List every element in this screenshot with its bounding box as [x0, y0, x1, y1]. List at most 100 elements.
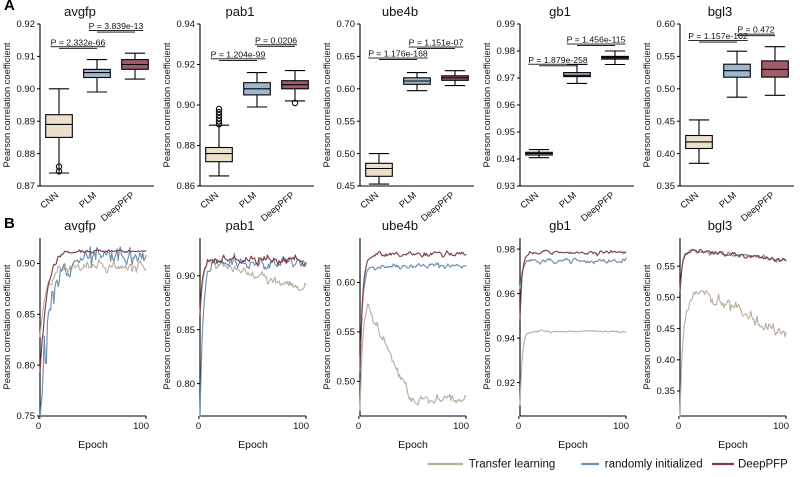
svg-text:0.70: 0.70	[337, 19, 356, 30]
svg-text:0.60: 0.60	[337, 278, 356, 289]
svg-text:0: 0	[356, 421, 361, 432]
svg-text:0.75: 0.75	[17, 411, 36, 422]
svg-text:0.99: 0.99	[497, 19, 516, 30]
svg-text:0.90: 0.90	[17, 259, 36, 270]
svg-text:0.55: 0.55	[657, 261, 676, 272]
svg-text:100: 100	[133, 421, 149, 432]
svg-text:avgfp: avgfp	[64, 4, 96, 19]
svg-text:PLM: PLM	[77, 190, 98, 210]
svg-text:bgl3: bgl3	[708, 218, 733, 233]
svg-text:0.80: 0.80	[17, 360, 36, 371]
svg-text:0.87: 0.87	[17, 181, 36, 192]
svg-text:0.55: 0.55	[337, 327, 356, 338]
svg-text:0.40: 0.40	[657, 355, 676, 366]
svg-text:0.90: 0.90	[177, 271, 196, 282]
svg-text:P = 2.332e-66: P = 2.332e-66	[51, 37, 106, 47]
svg-text:Pearson correlation coefficien: Pearson correlation coefficient	[322, 42, 332, 167]
svg-text:Pearson correlation coefficien: Pearson correlation coefficient	[482, 264, 492, 389]
svg-text:0: 0	[196, 421, 201, 432]
svg-text:0.98: 0.98	[497, 46, 516, 57]
svg-text:P = 1.879e-258: P = 1.879e-258	[528, 55, 588, 65]
svg-text:0.92: 0.92	[497, 378, 516, 389]
svg-text:0.45: 0.45	[657, 116, 676, 127]
svg-text:0.94: 0.94	[497, 333, 516, 344]
svg-text:0.40: 0.40	[657, 149, 676, 160]
svg-text:gb1: gb1	[549, 218, 571, 233]
svg-text:100: 100	[293, 421, 309, 432]
svg-text:Pearson correlation coefficien: Pearson correlation coefficient	[2, 42, 12, 167]
svg-text:0.88: 0.88	[17, 149, 36, 160]
svg-text:avgfp: avgfp	[64, 218, 96, 233]
svg-text:0.94: 0.94	[177, 19, 196, 30]
svg-text:0.60: 0.60	[657, 19, 676, 30]
svg-text:0.85: 0.85	[177, 325, 196, 336]
svg-text:Pearson correlation coefficien: Pearson correlation coefficient	[642, 42, 652, 167]
svg-text:Pearson correlation coefficien: Pearson correlation coefficient	[2, 264, 12, 389]
svg-text:Epoch: Epoch	[718, 439, 748, 451]
svg-text:pab1: pab1	[226, 218, 255, 233]
svg-text:100: 100	[613, 421, 629, 432]
svg-text:100: 100	[773, 421, 789, 432]
svg-text:gb1: gb1	[549, 4, 571, 19]
svg-text:0.92: 0.92	[17, 19, 36, 30]
svg-text:0.60: 0.60	[337, 84, 356, 95]
svg-text:0.45: 0.45	[657, 324, 676, 335]
svg-text:Epoch: Epoch	[78, 439, 108, 451]
svg-text:P = 0.472: P = 0.472	[737, 25, 774, 35]
svg-text:P = 1.151e-07: P = 1.151e-07	[409, 38, 464, 48]
svg-text:0: 0	[516, 421, 521, 432]
svg-text:0.65: 0.65	[337, 52, 356, 63]
svg-text:0: 0	[676, 421, 681, 432]
svg-text:0.50: 0.50	[657, 293, 676, 304]
svg-text:0.96: 0.96	[497, 100, 516, 111]
svg-text:CNN: CNN	[358, 190, 380, 211]
svg-text:0.85: 0.85	[17, 310, 36, 321]
svg-text:0.50: 0.50	[337, 377, 356, 388]
svg-text:P = 1.204e-99: P = 1.204e-99	[211, 49, 266, 59]
svg-text:P = 1.456e-115: P = 1.456e-115	[567, 35, 626, 45]
svg-text:ube4b: ube4b	[382, 4, 418, 19]
svg-text:0.86: 0.86	[177, 181, 196, 192]
svg-text:0.88: 0.88	[177, 141, 196, 152]
svg-text:CNN: CNN	[38, 190, 60, 211]
svg-text:Pearson correlation coefficien: Pearson correlation coefficient	[642, 264, 652, 389]
svg-text:CNN: CNN	[518, 190, 540, 211]
svg-text:Pearson correlation coefficien: Pearson correlation coefficient	[162, 42, 172, 167]
svg-text:PLM: PLM	[237, 190, 258, 210]
svg-text:0.93: 0.93	[497, 181, 516, 192]
svg-text:0.80: 0.80	[177, 379, 196, 390]
svg-text:P = 0.0206: P = 0.0206	[255, 35, 297, 45]
svg-text:0.95: 0.95	[497, 127, 516, 138]
svg-text:0.55: 0.55	[337, 116, 356, 127]
svg-text:PLM: PLM	[557, 190, 578, 210]
svg-text:CNN: CNN	[678, 190, 700, 211]
svg-text:0.50: 0.50	[337, 149, 356, 160]
svg-text:pab1: pab1	[226, 4, 255, 19]
svg-text:0.89: 0.89	[17, 116, 36, 127]
svg-text:0.55: 0.55	[657, 52, 676, 63]
svg-text:0.96: 0.96	[497, 289, 516, 300]
svg-text:0.98: 0.98	[497, 244, 516, 255]
svg-text:0.90: 0.90	[177, 100, 196, 111]
svg-text:0.35: 0.35	[657, 386, 676, 397]
svg-text:0.90: 0.90	[17, 84, 36, 95]
svg-text:PLM: PLM	[717, 190, 738, 210]
svg-text:Pearson correlation coefficien: Pearson correlation coefficient	[322, 264, 332, 389]
svg-text:Epoch: Epoch	[558, 439, 588, 451]
svg-text:P = 1.176e-168: P = 1.176e-168	[368, 49, 428, 59]
svg-text:bgl3: bgl3	[708, 4, 733, 19]
svg-text:CNN: CNN	[198, 190, 220, 211]
svg-text:P = 3.839e-13: P = 3.839e-13	[89, 21, 144, 31]
svg-text:DeepPFP: DeepPFP	[738, 459, 788, 471]
svg-text:100: 100	[453, 421, 469, 432]
svg-text:randomly initialized: randomly initialized	[605, 459, 703, 471]
svg-text:0.50: 0.50	[657, 84, 676, 95]
svg-text:0.35: 0.35	[657, 181, 676, 192]
svg-text:Transfer learning: Transfer learning	[469, 459, 556, 471]
svg-text:0: 0	[36, 421, 41, 432]
svg-text:Pearson correlation coefficien: Pearson correlation coefficient	[482, 42, 492, 167]
svg-text:PLM: PLM	[397, 190, 418, 210]
svg-text:0.92: 0.92	[177, 60, 196, 71]
svg-text:0.97: 0.97	[497, 73, 516, 84]
svg-text:0.94: 0.94	[497, 154, 516, 165]
